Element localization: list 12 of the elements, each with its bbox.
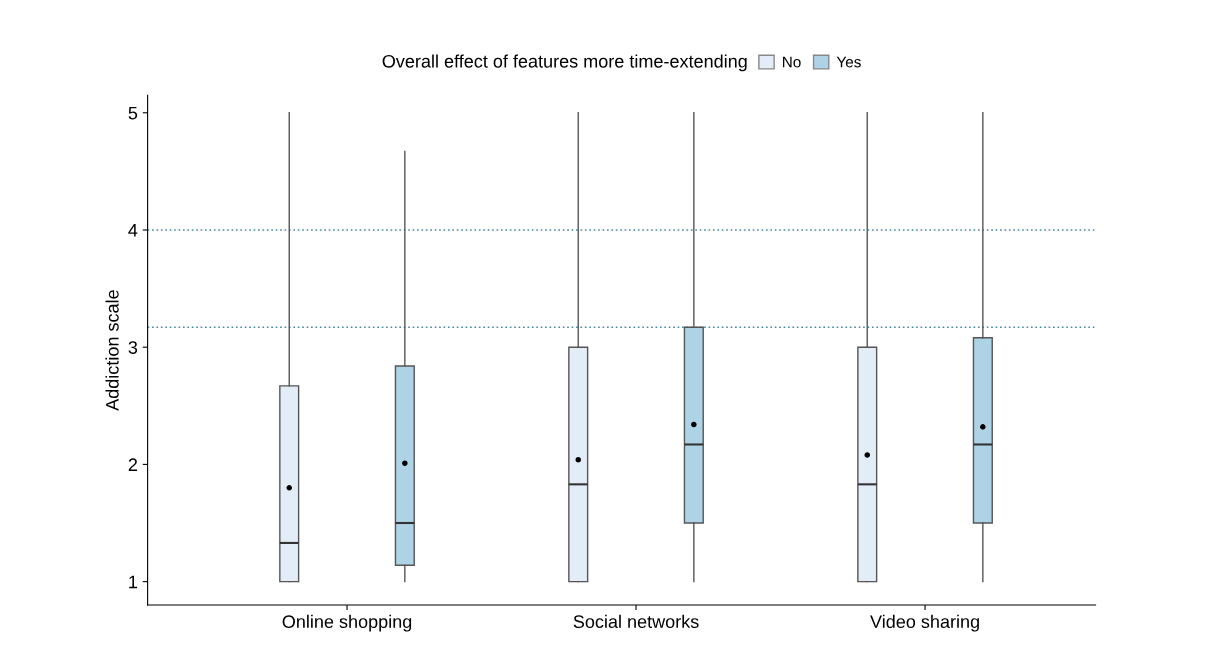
x-tick-label: Online shopping (282, 614, 412, 632)
legend-title: Overall effect of features more time-extending (382, 54, 747, 72)
y-tick-label: 1 (129, 575, 138, 589)
legend-label: No (783, 56, 801, 68)
legend-label: Yes (836, 56, 861, 68)
x-tick-label: Social networks (573, 614, 699, 629)
x-tick-label: Video sharing (870, 614, 979, 632)
y-axis-title: Addiction scale (105, 290, 119, 411)
y-tick-label: 3 (128, 341, 138, 354)
y-tick-label: 2 (128, 458, 137, 471)
y-tick-label: 5 (128, 106, 138, 120)
y-tick-label: 4 (128, 224, 138, 237)
